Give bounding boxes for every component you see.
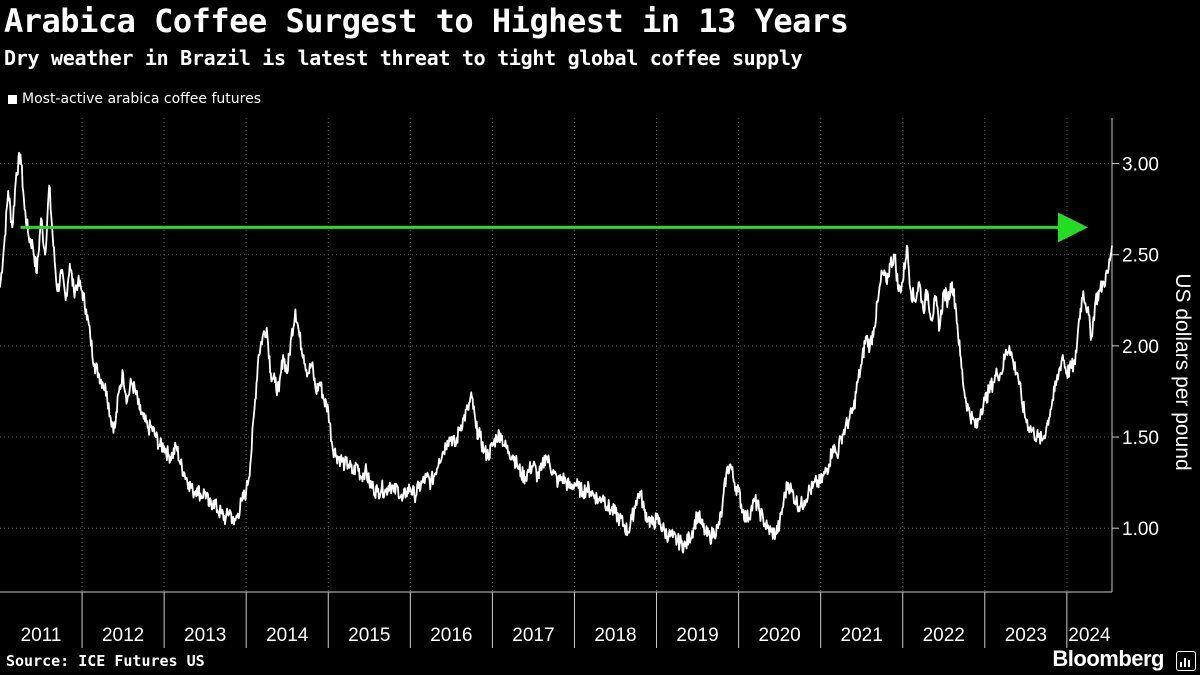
x-tick-label: 2012 — [102, 625, 144, 646]
x-tick-label: 2024 — [1068, 625, 1111, 646]
legend-swatch — [8, 94, 17, 104]
x-tick-label: 2022 — [923, 625, 965, 646]
x-tick-label: 2015 — [348, 625, 390, 646]
bar-chart-icon — [1176, 651, 1196, 671]
brand-logo: Bloomberg — [1052, 646, 1164, 671]
legend-label: Most-active arabica coffee futures — [22, 91, 262, 107]
x-tick-label: 2017 — [512, 625, 554, 646]
x-tick-label: 2018 — [594, 625, 636, 646]
series-line — [0, 151, 1113, 554]
x-tick-label: 2023 — [1005, 625, 1047, 646]
y-axis-label: US dollars per pound — [1171, 273, 1194, 470]
source-note: Source: ICE Futures US — [6, 652, 205, 670]
y-tick-label: 2.00 — [1122, 337, 1159, 358]
chart-title: Arabica Coffee Surgest to Highest in 13 … — [4, 2, 849, 40]
y-tick-label: 1.00 — [1122, 519, 1159, 540]
x-tick-label: 2019 — [676, 625, 718, 646]
y-tick-label: 1.50 — [1122, 428, 1159, 449]
y-tick-label: 2.50 — [1122, 246, 1159, 267]
chart-subtitle: Dry weather in Brazil is latest threat t… — [4, 46, 803, 70]
legend: Most-active arabica coffee futures — [8, 91, 261, 107]
y-tick-label: 3.00 — [1122, 155, 1159, 176]
x-tick-label: 2013 — [184, 625, 226, 646]
x-tick-label: 2016 — [430, 625, 472, 646]
x-tick-label: 2020 — [758, 625, 800, 646]
x-tick-label: 2021 — [841, 625, 883, 646]
x-tick-label: 2014 — [266, 625, 309, 646]
x-tick-label: 2011 — [21, 625, 62, 646]
